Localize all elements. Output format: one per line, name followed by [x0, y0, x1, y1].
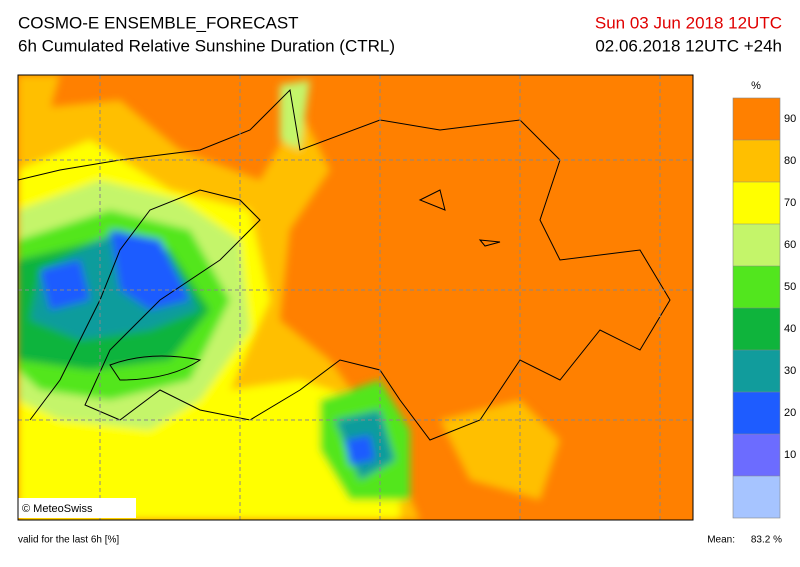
colorbar-tick-label: 70 [784, 197, 796, 209]
colorbar-unit: % [751, 80, 761, 92]
colorbar: % 10 20 30 40 50 60 70 80 90 [732, 80, 796, 519]
colorbar-segment [733, 182, 780, 224]
valid-date: Sun 03 Jun 2018 12UTC [595, 13, 782, 32]
colorbar-tick-label: 80 [784, 155, 796, 167]
colorbar-frame [732, 97, 781, 519]
mean-label: Mean: [707, 535, 735, 546]
colorbar-segment [733, 392, 780, 434]
colorbar-tick-label: 10 [784, 449, 796, 461]
colorbar-segment [733, 266, 780, 308]
colorbar-segment [733, 434, 780, 476]
map-frame [17, 74, 694, 521]
colorbar-segment [733, 140, 780, 182]
colorbar-segment [733, 308, 780, 350]
title: COSMO-E ENSEMBLE_FORECAST [18, 13, 299, 32]
credit: © MeteoSwiss [22, 503, 93, 515]
colorbar-segment [733, 224, 780, 266]
colorbar-segment [733, 98, 780, 140]
colorbar-tick-label: 90 [784, 113, 796, 125]
colorbar-tick-label: 60 [784, 239, 796, 251]
map: © MeteoSwiss [18, 75, 693, 520]
colorbar-tick-label: 20 [784, 407, 796, 419]
colorbar-tick-label: 50 [784, 281, 796, 293]
colorbar-tick-label: 40 [784, 323, 796, 335]
mean-value: 83.2 % [751, 535, 782, 546]
validity: valid for the last 6h [%] [18, 535, 119, 546]
subtitle: 6h Cumulated Relative Sunshine Duration … [18, 36, 395, 55]
colorbar-segment [733, 476, 780, 518]
run-info: 02.06.2018 12UTC +24h [595, 36, 782, 55]
colorbar-tick-label: 30 [784, 365, 796, 377]
colorbar-segment [733, 350, 780, 392]
